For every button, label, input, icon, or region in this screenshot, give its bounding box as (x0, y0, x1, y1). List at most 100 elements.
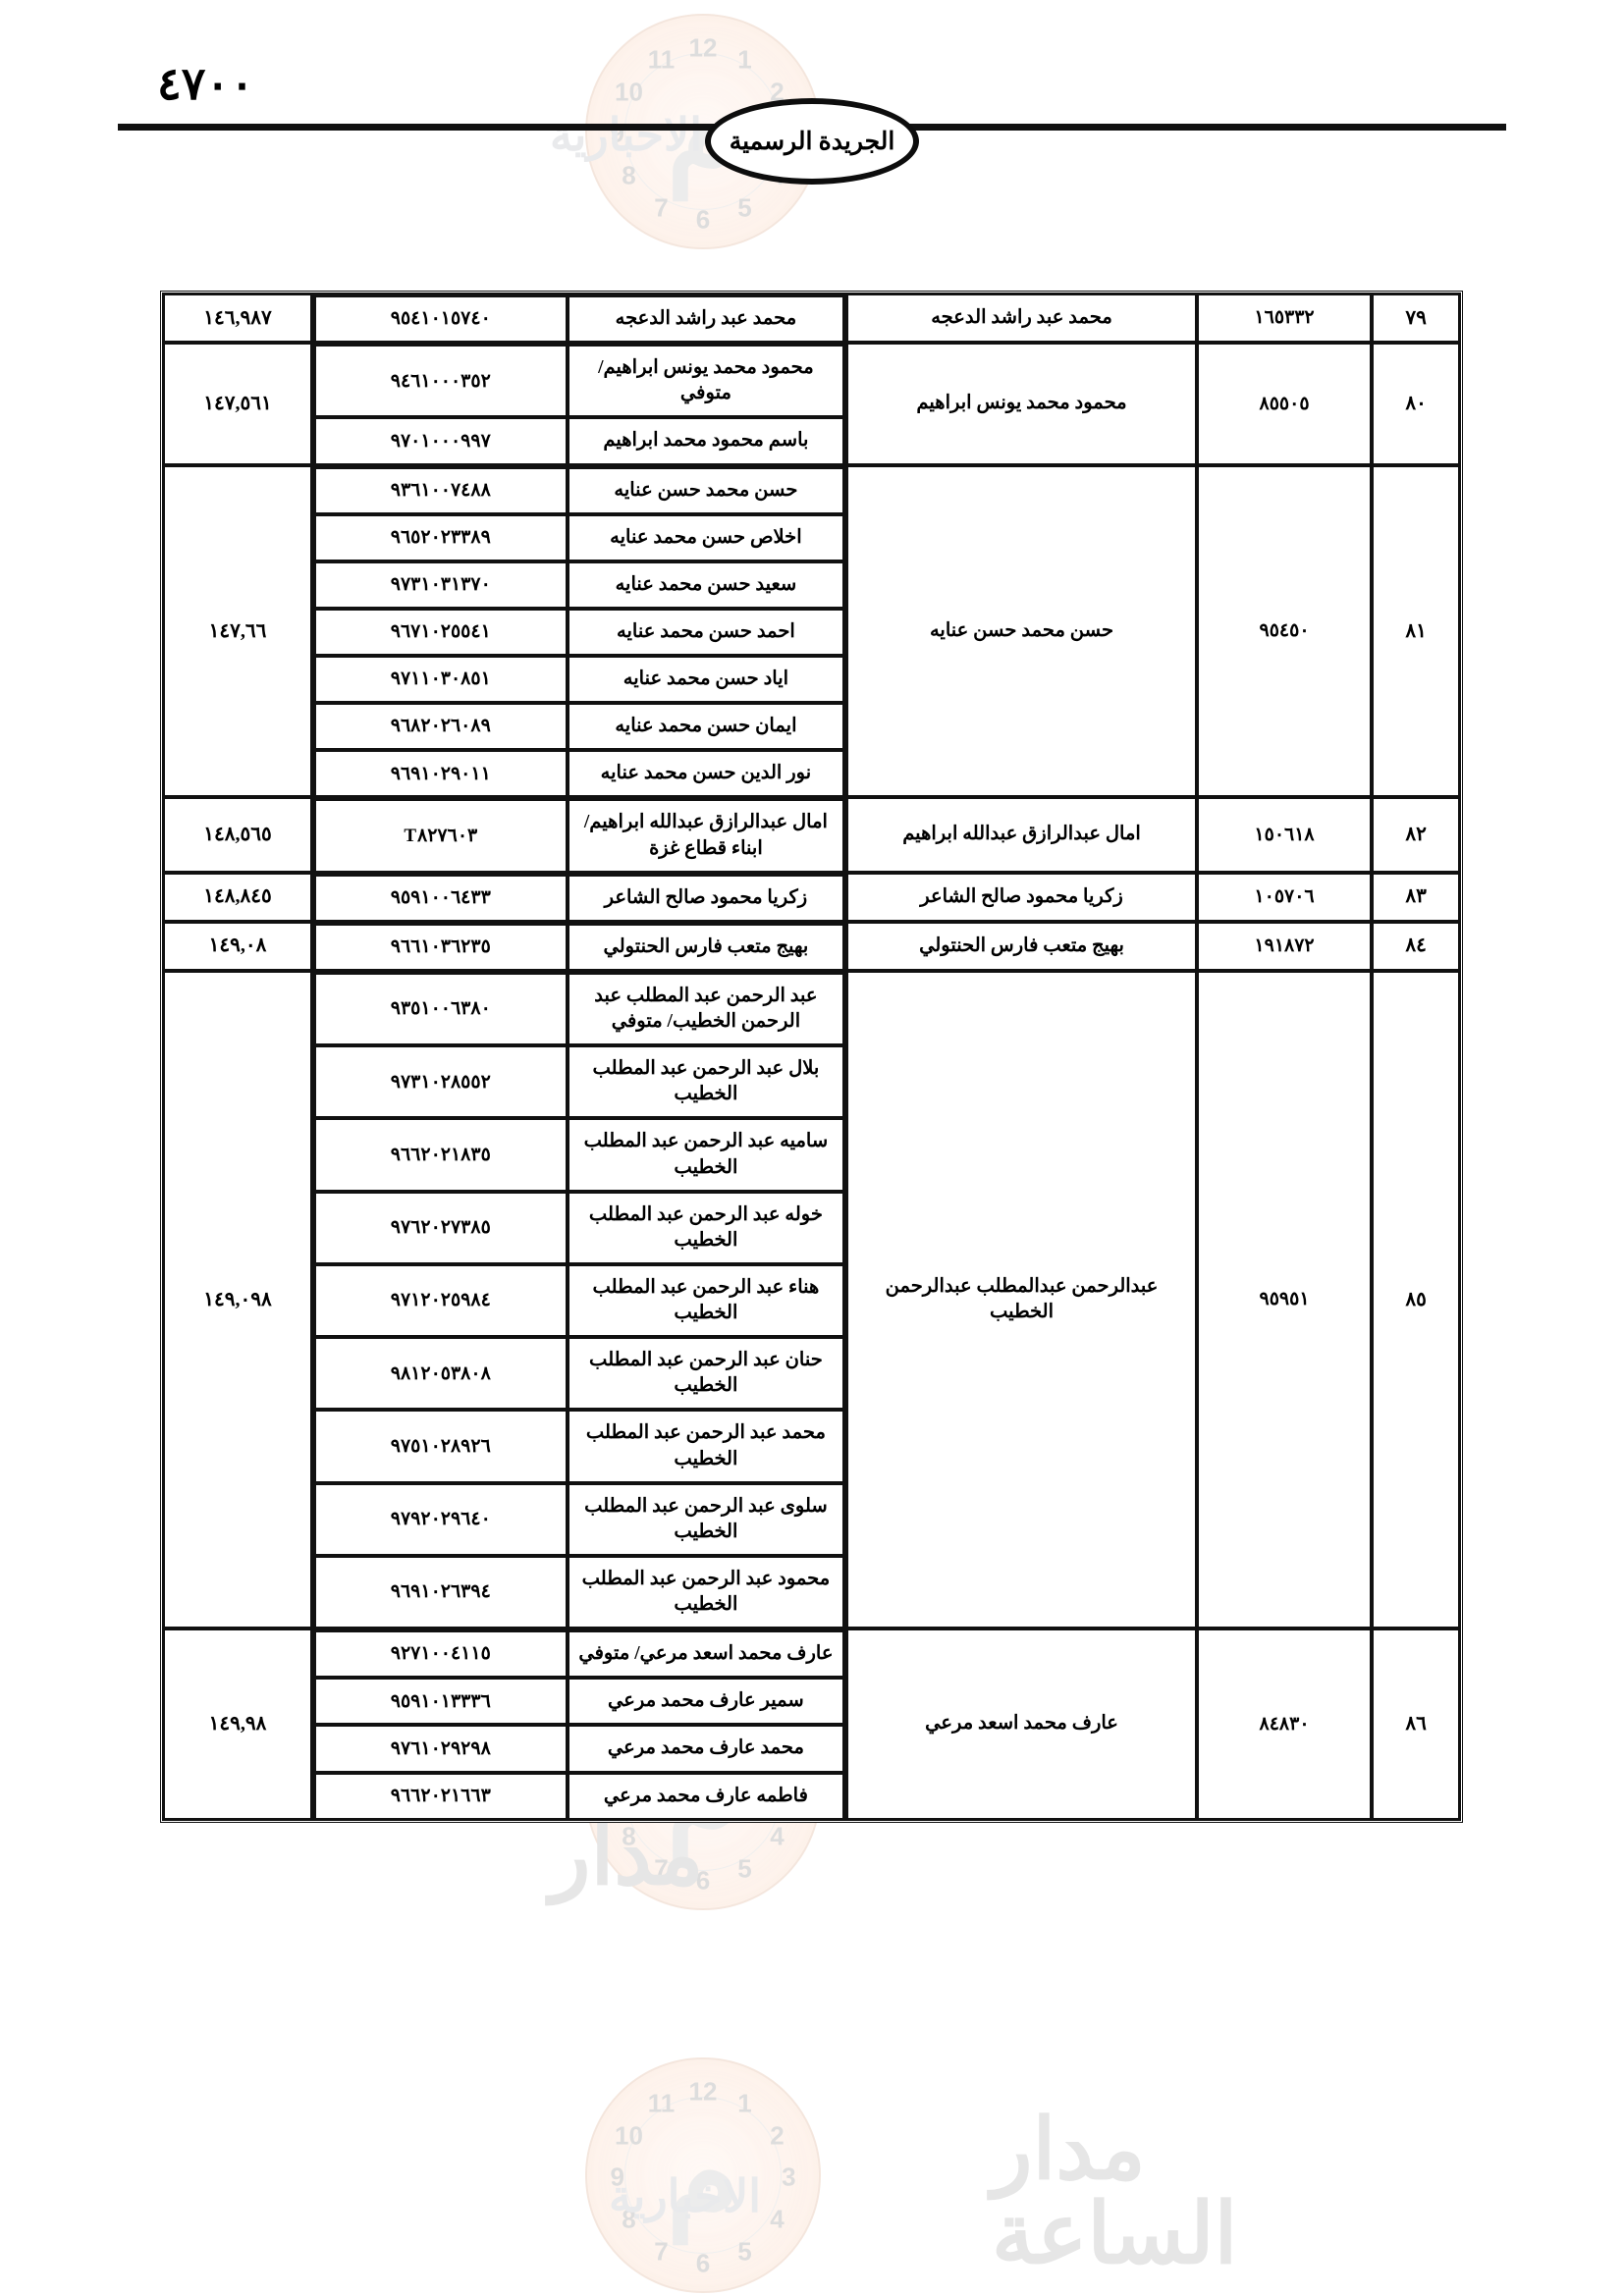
row-index-text: ٨٣ (1405, 885, 1427, 908)
heir-name-text: محمد عبد راشد الدعجه (615, 308, 797, 329)
watermark-news-label: الاخبارية (609, 2170, 762, 2221)
row-index-text: ٨١ (1405, 619, 1427, 642)
heir-name-text: زكريا محمود صالح الشاعر (604, 886, 808, 908)
row-owner-name-text: عبدالرحمن عبدالمطلب عبدالرحمن الخطيب (885, 1275, 1159, 1322)
row-amount: ١٤٨,٨٤٥ (163, 872, 312, 922)
heir-row: عارف محمد اسعد مرعي/ متوفي ٩٢٧١٠٠٤١١٥ (313, 1630, 845, 1679)
row-file-number: ٨٤٨٣٠ (1196, 1629, 1373, 1820)
heir-name: حسن محمد حسن عنايه (567, 466, 845, 514)
heir-national-id: ٩٧٦١٠٢٩٢٩٨ (313, 1725, 568, 1773)
heir-national-id: ٩٥٩١٠١٣٣٣٦ (313, 1678, 568, 1726)
row-index: ٨١ (1372, 464, 1460, 798)
heir-national-id: ٩٦٥٢٠٢٣٣٨٩ (313, 513, 568, 561)
row-file-number-text: ٩٥٤٥٠ (1259, 620, 1310, 642)
heir-national-id-text: ٩٥٩١٠١٣٣٣٦ (390, 1690, 491, 1712)
heir-name: محمد عبد راشد الدعجه (567, 295, 845, 342)
heir-national-id: ٩٦٦٢٠٢١٨٣٥ (313, 1118, 568, 1192)
heir-name: اخلاص حسن محمد عنايه (567, 513, 845, 561)
heir-national-id: ٩٧٣١٠٢٨٥٥٢ (313, 1045, 568, 1119)
heir-name-text: باسم محمود محمد ابراهيم (603, 430, 809, 452)
row-index-text: ٨٢ (1405, 824, 1427, 846)
heir-name: فاطمه عارف محمد مرعي (567, 1772, 845, 1818)
heir-row: محمود محمد يونس ابراهيم/ متوفي ٩٤٦١٠٠٠٣٥٢ (313, 345, 845, 418)
row-index-text: ٨٤ (1405, 934, 1427, 957)
heir-row: بلال عبد الرحمن عبد المطلب الخطيب ٩٧٣١٠٢٨… (313, 1045, 845, 1119)
row-owner-name: محمد عبد راشد الدعجه (846, 294, 1197, 344)
heir-row: احمد حسن محمد عنايه ٩٦٧١٠٢٥٥٤١ (313, 608, 845, 656)
row-owner-name-text: امال عبدالرازق عبدالله ابراهيم (902, 824, 1141, 845)
page-number: ٤٧٠٠ (157, 59, 254, 109)
heir-national-id: ٩٦٩١٠٢٩٠١١ (313, 750, 568, 796)
heir-name-text: سلوى عبد الرحمن عبد المطلب الخطيب (584, 1495, 828, 1542)
heir-row: امال عبدالرازق عبدالله ابراهيم/ ابناء قط… (313, 799, 845, 871)
heir-national-id-text: ٩٧٥١٠٢٨٩٢٦ (390, 1435, 491, 1457)
heir-national-id-text: ٩٦٥٢٠٢٣٣٨٩ (390, 526, 491, 548)
row-amount-text: ١٤٩,٠٨ (208, 934, 267, 957)
heir-row: سلوى عبد الرحمن عبد المطلب الخطيب ٩٧٩٢٠٢٩… (313, 1482, 845, 1556)
row-file-number: ١٠٥٧٠٦ (1196, 872, 1373, 922)
heirs-subtable: محمد عبد راشد الدعجه ٩٥٤١٠١٥٧٤٠ (313, 295, 845, 342)
row-amount: ١٤٩,٠٨ (163, 921, 312, 971)
heir-national-id-text: ٩٧١١٠٣٠٨٥١ (390, 668, 491, 690)
heir-name: حنان عبد الرحمن عبد المطلب الخطيب (567, 1337, 845, 1411)
heir-row: محمود عبد الرحمن عبد المطلب الخطيب ٩٦٩١٠٢… (313, 1555, 845, 1628)
row-file-number-text: ١٦٥٣٣٢ (1254, 307, 1315, 329)
watermark-brand-madar: مدار (992, 2103, 1146, 2197)
row-heirs-cell: عارف محمد اسعد مرعي/ متوفي ٩٢٧١٠٠٤١١٥ سمير… (311, 1629, 847, 1820)
heir-national-id-text: ٩٦٩١٠٢٦٣٩٤ (390, 1581, 491, 1603)
heir-name-text: بلال عبد الرحمن عبد المطلب الخطيب (592, 1058, 820, 1105)
heir-national-id: ٩٣٥١٠٠٦٣٨٠ (313, 972, 568, 1046)
heirs-subtable: حسن محمد حسن عنايه ٩٣٦١٠٠٧٤٨٨ اخلاص حسن مح… (313, 466, 845, 796)
row-amount-text: ١٤٧,٦٦ (208, 619, 267, 642)
row-owner-name: زكريا محمود صالح الشاعر (846, 872, 1197, 922)
row-owner-name: محمود محمد يونس ابراهيم (846, 343, 1197, 465)
table-row: ٨٥ ٩٥٩٥١ عبدالرحمن عبدالمطلب عبدالرحمن الخ… (163, 970, 1460, 1629)
row-owner-name: حسن محمد حسن عنايه (846, 464, 1197, 798)
heir-national-id: ٩٧٦٢٠٢٧٣٨٥ (313, 1191, 568, 1264)
row-index-text: ٨٦ (1405, 1712, 1427, 1735)
heir-national-id: ٩٧٠١٠٠٠٩٩٧ (313, 417, 568, 463)
heir-name-text: ايمان حسن محمد عنايه (615, 716, 797, 737)
row-owner-name: عبدالرحمن عبدالمطلب عبدالرحمن الخطيب (846, 970, 1197, 1629)
heir-row: سعيد حسن محمد عنايه ٩٧٣١٠٣١٣٧٠ (313, 561, 845, 609)
row-file-number: ١٥٠٦١٨ (1196, 797, 1373, 873)
heir-national-id: ٩٦٦٢٠٢١٦٦٣ (313, 1772, 568, 1818)
row-index: ٨٦ (1372, 1629, 1460, 1820)
heir-national-id-text: ٩٦٨٢٠٢٦٠٨٩ (390, 716, 491, 737)
heir-name-text: حنان عبد الرحمن عبد المطلب الخطيب (589, 1350, 823, 1397)
heir-name-text: عبد الرحمن عبد المطلب عبد الرحمن الخطيب/… (594, 985, 818, 1032)
heirs-subtable: عبد الرحمن عبد المطلب عبد الرحمن الخطيب/… (313, 972, 845, 1628)
heirs-subtable: عارف محمد اسعد مرعي/ متوفي ٩٢٧١٠٠٤١١٥ سمير… (313, 1630, 845, 1818)
row-heirs-cell: امال عبدالرازق عبدالله ابراهيم/ ابناء قط… (311, 797, 847, 873)
heir-national-id: ٩٤٦١٠٠٠٣٥٢ (313, 345, 568, 418)
heir-row: باسم محمود محمد ابراهيم ٩٧٠١٠٠٠٩٩٧ (313, 417, 845, 463)
heir-national-id-text: ٩٧٦١٠٢٩٢٩٨ (390, 1737, 491, 1759)
heir-name-text: بهيج متعب فارس الحنتولي (603, 935, 809, 957)
row-index: ٨٢ (1372, 797, 1460, 873)
heir-national-id-text: ٩٥٩١٠٠٦٤٣٣ (390, 886, 491, 908)
heir-national-id: ٩٥٩١٠٠٦٤٣٣ (313, 874, 568, 920)
heir-name: سعيد حسن محمد عنايه (567, 561, 845, 609)
heir-national-id: ٩٦٧١٠٢٥٥٤١ (313, 608, 568, 656)
row-index-text: ٨٠ (1405, 392, 1427, 414)
row-owner-name: امال عبدالرازق عبدالله ابراهيم (846, 797, 1197, 873)
heir-name: عارف محمد اسعد مرعي/ متوفي (567, 1630, 845, 1679)
table-row: ٨٢ ١٥٠٦١٨ امال عبدالرازق عبدالله ابراهيم ام… (163, 797, 1460, 873)
heir-name: سمير عارف محمد مرعي (567, 1678, 845, 1726)
row-owner-name-text: محمد عبد راشد الدعجه (931, 307, 1112, 328)
heir-name-text: حسن محمد حسن عنايه (614, 479, 798, 501)
row-heirs-cell: زكريا محمود صالح الشاعر ٩٥٩١٠٠٦٤٣٣ (311, 872, 847, 922)
heir-name-text: اخلاص حسن محمد عنايه (610, 526, 802, 548)
table-row: ٨٤ ١٩١٨٧٢ بهيج متعب فارس الحنتولي بهيج متعب… (163, 921, 1460, 971)
heir-national-id: ٩٢٧١٠٠٤١١٥ (313, 1630, 568, 1679)
heir-name: بهيج متعب فارس الحنتولي (567, 923, 845, 969)
heir-name: محمد عارف محمد مرعي (567, 1725, 845, 1773)
heir-name: احمد حسن محمد عنايه (567, 608, 845, 656)
row-owner-name-text: زكريا محمود صالح الشاعر (920, 885, 1123, 907)
heir-name: بلال عبد الرحمن عبد المطلب الخطيب (567, 1045, 845, 1119)
heir-national-id: ٩٨١٢٠٥٣٨٠٨ (313, 1337, 568, 1411)
row-owner-name-text: محمود محمد يونس ابراهيم (916, 393, 1127, 414)
heir-national-id: ٩٧١٢٠٢٥٩٨٤ (313, 1263, 568, 1338)
row-owner-name-text: عارف محمد اسعد مرعي (925, 1713, 1118, 1735)
heir-row: محمد عارف محمد مرعي ٩٧٦١٠٢٩٢٩٨ (313, 1725, 845, 1773)
